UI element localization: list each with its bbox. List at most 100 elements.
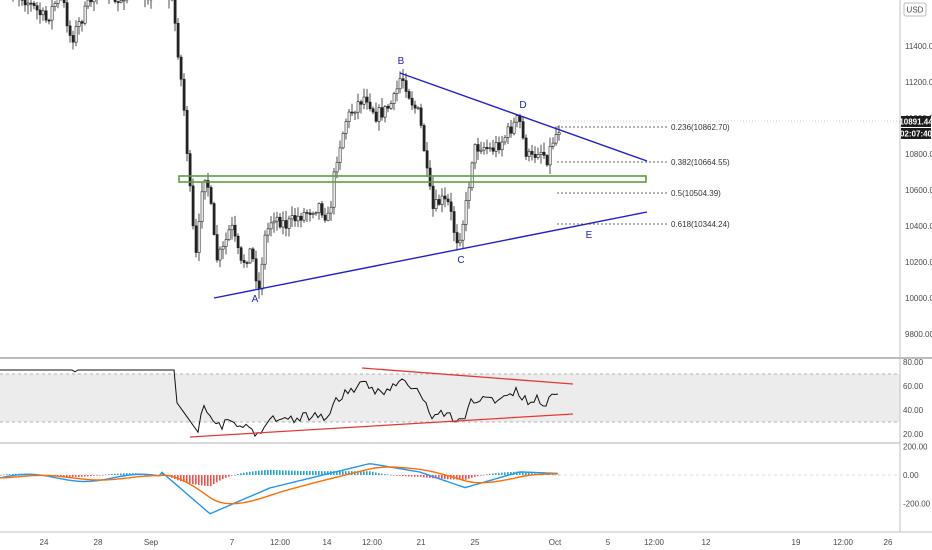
currency-label-box[interactable] [903, 2, 927, 17]
candle-body [533, 153, 537, 158]
macd-histogram-bar [63, 475, 65, 477]
rsi-axis[interactable]: 80.00 60.00 40.00 20.00 [903, 358, 924, 439]
macd-histogram-bar [102, 474, 104, 476]
macd-histogram-bar [252, 471, 254, 475]
macd-histogram-bar [366, 471, 368, 475]
candle-body [383, 105, 387, 118]
macd-histogram-bar [426, 475, 428, 478]
last-price-badge: 10891.44 02:07:40 [899, 116, 932, 139]
price-tick-label: 10200.00 [905, 258, 932, 267]
candle-body [296, 215, 300, 222]
candle-body [212, 203, 216, 235]
macd-histogram-bar [201, 475, 203, 486]
candle-body [260, 263, 264, 290]
macd-histogram-bar [15, 473, 17, 475]
candle-body [356, 101, 360, 113]
candle-body [515, 115, 519, 123]
macd-histogram-bar [3, 474, 5, 476]
candle-body [557, 132, 561, 135]
time-tick-label: 19 [792, 538, 801, 547]
candle-body [317, 203, 321, 213]
price-pane[interactable]: 0.236(10862.70) 0.382(10664.55) 0.5(10504.… [0, 0, 900, 305]
candle-body [476, 144, 480, 152]
macd-layer [0, 463, 900, 515]
candle-body [119, 0, 123, 3]
candle-body [539, 151, 543, 155]
macd-histogram-bar [363, 471, 365, 475]
macd-histogram-bar [267, 469, 269, 475]
macd-histogram-bar [555, 474, 557, 476]
candle-body [527, 151, 531, 157]
candle-body [506, 126, 510, 138]
candle-body [275, 216, 279, 222]
candle-body [551, 142, 555, 147]
macd-histogram-bar [282, 470, 284, 475]
macd-histogram-bar [387, 474, 389, 476]
candle-body [464, 200, 468, 225]
macd-histogram-bar [528, 472, 530, 475]
macd-histogram-bar [375, 472, 377, 475]
price-tick-label: 10600.00 [905, 186, 932, 195]
macd-histogram-bar [501, 472, 503, 475]
macd-histogram-bar [234, 474, 236, 476]
candle-body [266, 228, 270, 236]
candle-body [200, 191, 204, 222]
price-axis[interactable]: 11400.0011200.0011000.0010800.0010600.00… [905, 42, 932, 339]
macd-histogram-bar [339, 471, 341, 475]
macd-histogram-bar [507, 472, 509, 475]
candle-body [482, 147, 486, 151]
macd-histogram-bar [261, 470, 263, 475]
candle-body [308, 212, 312, 215]
candle-body [50, 6, 54, 21]
macd-histogram-bar [318, 471, 320, 475]
macd-histogram-bar [90, 475, 92, 477]
rsi-pane[interactable] [0, 367, 900, 438]
macd-histogram-bar [87, 475, 89, 477]
macd-histogram-bar [519, 471, 521, 475]
macd-histogram-bar [12, 473, 14, 475]
macd-histogram-bar [447, 475, 449, 480]
macd-histogram-bar [399, 475, 401, 476]
macd-histogram-bar [231, 475, 233, 476]
macd-histogram-bar [321, 471, 323, 475]
macd-histogram-bar [402, 475, 404, 477]
currency-label[interactable]: USD [907, 6, 924, 15]
candle-body [209, 187, 213, 204]
candle-body [416, 107, 420, 110]
macd-histogram-bar [249, 471, 251, 475]
candle-body [257, 280, 261, 290]
candle-body [332, 171, 336, 208]
candle-body [434, 199, 438, 209]
candle-body [236, 235, 240, 249]
macd-histogram-bar [69, 475, 71, 477]
time-axis[interactable]: 24 28 Sep 7 12:00 14 12:00 21 25 Oct 5 12:00 12 19 12:… [40, 538, 893, 547]
rsi-tick-label: 80.00 [903, 358, 924, 367]
macd-histogram-bar [336, 471, 338, 475]
candle-body [458, 239, 462, 244]
time-tick-label: 7 [230, 538, 235, 547]
candle-body [401, 78, 405, 81]
candle-body [404, 80, 408, 92]
candle-body [221, 246, 225, 250]
candle-body [248, 248, 252, 264]
macd-histogram-bar [306, 470, 308, 475]
macd-histogram-bar [312, 470, 314, 475]
candle-body [290, 215, 294, 220]
candle-body [407, 91, 411, 99]
candle-body [86, 0, 90, 7]
macd-pane[interactable] [0, 463, 900, 515]
macd-histogram-bar [183, 475, 185, 483]
macd-histogram-bar [390, 474, 392, 476]
time-tick-label: Sep [144, 538, 159, 547]
rsi-tick-label: 40.00 [903, 406, 924, 415]
candle-body [449, 201, 453, 212]
macd-histogram-bar [93, 475, 95, 476]
price-overlays [178, 72, 900, 299]
macd-histogram-bar [327, 471, 329, 475]
candle-body [536, 154, 540, 158]
macd-histogram-bar [195, 475, 197, 485]
macd-axis[interactable]: 200.00 0.00 -200.00 [903, 442, 931, 508]
candle-body [380, 107, 384, 118]
macd-histogram-bar [303, 470, 305, 475]
